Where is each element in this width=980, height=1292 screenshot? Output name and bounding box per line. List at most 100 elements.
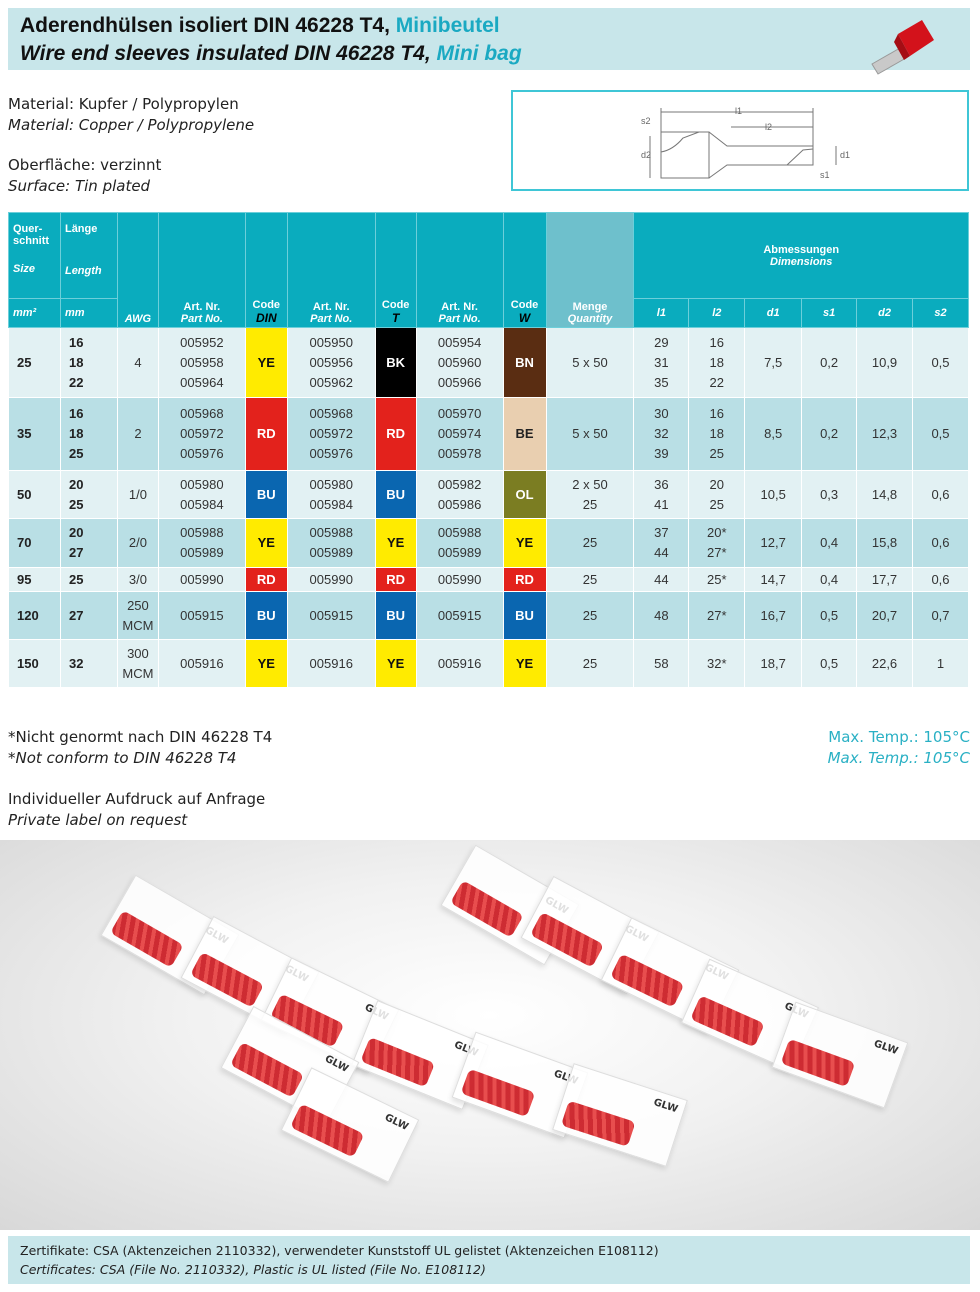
awg-cell: 1/0 bbox=[116, 470, 159, 519]
label-l2: l2 bbox=[765, 122, 772, 132]
ferrules bbox=[560, 1100, 636, 1147]
l1-cell: 48 bbox=[633, 591, 690, 640]
s2-cell: 0,5 bbox=[911, 327, 970, 398]
size-cell: 95 bbox=[8, 567, 61, 592]
header-art-w: Art. Nr. Part No. bbox=[415, 212, 504, 328]
l1-cell: 58 bbox=[633, 639, 690, 688]
s2-cell: 0,6 bbox=[911, 470, 970, 519]
length-cell: 20 27 bbox=[59, 518, 118, 568]
certificates-footer: Zertifikate: CSA (Aktenzeichen 2110332),… bbox=[8, 1236, 970, 1284]
d2-cell: 14,8 bbox=[856, 470, 913, 519]
size-cell: 50 bbox=[8, 470, 61, 519]
s1-cell: 0,4 bbox=[801, 567, 858, 592]
header-size: Quer-schnitt Size bbox=[8, 212, 61, 299]
color-code-din: BU bbox=[244, 591, 288, 640]
title-german: Aderendhülsen isoliert DIN 46228 T4, Min… bbox=[20, 14, 500, 37]
label-s1: s1 bbox=[820, 170, 830, 180]
ferrule-icon bbox=[871, 20, 934, 75]
d2-cell: 15,8 bbox=[856, 518, 913, 568]
s2-cell: 0,6 bbox=[911, 518, 970, 568]
part-number-din: 005990 bbox=[157, 567, 246, 592]
quantity-cell: 5 x 50 bbox=[545, 397, 635, 471]
quantity-cell: 25 bbox=[545, 518, 635, 568]
header-length-unit: mm bbox=[59, 298, 118, 328]
product-table: Quer-schnitt Size Länge Length AWG Art. Nr… bbox=[8, 212, 970, 688]
s2-cell: 0,7 bbox=[911, 591, 970, 640]
header-quantity: Menge Quantity bbox=[545, 212, 635, 328]
d1-cell: 18,7 bbox=[744, 639, 803, 688]
color-code-w: BE bbox=[502, 397, 547, 471]
part-number-t: 005915 bbox=[286, 591, 376, 640]
color-code-t: RD bbox=[374, 397, 417, 471]
brand-logo: GLW bbox=[872, 1038, 900, 1058]
size-cell: 150 bbox=[8, 639, 61, 688]
length-cell: 27 bbox=[59, 591, 118, 640]
part-number-t: 005950 005956 005962 bbox=[286, 327, 376, 398]
label-d2: d2 bbox=[641, 150, 651, 160]
ferrules bbox=[110, 910, 184, 968]
color-code-din: YE bbox=[244, 639, 288, 688]
part-number-w: 005988 005989 bbox=[415, 518, 504, 568]
color-code-din: RD bbox=[244, 397, 288, 471]
product-photo: GLWGLWGLWGLWGLWGLWGLWGLWGLWGLWGLWGLWGLW bbox=[0, 840, 980, 1230]
awg-cell: 4 bbox=[116, 327, 159, 398]
header-art-t: Art. Nr. Part No. bbox=[286, 212, 376, 328]
length-cell: 32 bbox=[59, 639, 118, 688]
s1-cell: 0,4 bbox=[801, 518, 858, 568]
d2-cell: 12,3 bbox=[856, 397, 913, 471]
ferrules bbox=[460, 1068, 536, 1118]
l2-cell: 27* bbox=[688, 591, 746, 640]
l2-cell: 16 18 25 bbox=[688, 397, 746, 471]
s1-cell: 0,5 bbox=[801, 639, 858, 688]
header-dimensions: Abmessungen Dimensions bbox=[633, 212, 969, 299]
ferrules bbox=[690, 995, 765, 1048]
table-row: 95 25 3/0 005990 RD 005990 RD 005990 RD 25 44 25* 14… bbox=[8, 567, 970, 592]
table-row: 120 27 250 MCM 005915 BU 005915 BU 005915 BU 25 48… bbox=[8, 591, 970, 640]
length-cell: 25 bbox=[59, 567, 118, 592]
header-length: Länge Length bbox=[59, 212, 118, 299]
color-code-w: OL bbox=[502, 470, 547, 519]
awg-cell: 250 MCM bbox=[116, 591, 159, 640]
size-cell: 70 bbox=[8, 518, 61, 568]
color-code-t: BU bbox=[374, 470, 417, 519]
ferrules bbox=[360, 1037, 436, 1088]
color-code-w: RD bbox=[502, 567, 547, 592]
label-s2: s2 bbox=[641, 116, 651, 126]
d1-cell: 8,5 bbox=[744, 397, 803, 471]
ferrules bbox=[290, 1103, 365, 1158]
awg-cell: 2/0 bbox=[116, 518, 159, 568]
title-banner: Aderendhülsen isoliert DIN 46228 T4, Min… bbox=[8, 8, 970, 75]
s1-cell: 0,3 bbox=[801, 470, 858, 519]
header-s1: s1 bbox=[801, 298, 858, 328]
mini-bag: GLW bbox=[280, 1067, 420, 1183]
table-row: 50 20 25 1/0 005980 005984 BU 005980 005984 BU 005… bbox=[8, 470, 970, 519]
d1-cell: 14,7 bbox=[744, 567, 803, 592]
mini-bag: GLW bbox=[552, 1063, 688, 1167]
l1-cell: 29 31 35 bbox=[633, 327, 690, 398]
l2-cell: 25* bbox=[688, 567, 746, 592]
l1-cell: 37 44 bbox=[633, 518, 690, 568]
color-code-din: RD bbox=[244, 567, 288, 592]
s2-cell: 1 bbox=[911, 639, 970, 688]
brand-logo: GLW bbox=[382, 1112, 410, 1133]
table-body: 25 16 18 22 4 005952 005958 005964 YE 005950 00595… bbox=[8, 327, 970, 688]
mini-bag: GLW bbox=[771, 1001, 909, 1109]
s1-cell: 0,2 bbox=[801, 327, 858, 398]
d2-cell: 22,6 bbox=[856, 639, 913, 688]
awg-cell: 2 bbox=[116, 397, 159, 471]
length-cell: 16 18 25 bbox=[59, 397, 118, 471]
part-number-t: 005968 005972 005976 bbox=[286, 397, 376, 471]
d1-cell: 7,5 bbox=[744, 327, 803, 398]
quantity-cell: 2 x 50 25 bbox=[545, 470, 635, 519]
l1-cell: 30 32 39 bbox=[633, 397, 690, 471]
part-number-din: 005988 005989 bbox=[157, 518, 246, 568]
table-row: 25 16 18 22 4 005952 005958 005964 YE 005950 00595… bbox=[8, 327, 970, 398]
brand-logo: GLW bbox=[322, 1053, 350, 1075]
l2-cell: 32* bbox=[688, 639, 746, 688]
size-cell: 25 bbox=[8, 327, 61, 398]
l2-cell: 16 18 22 bbox=[688, 327, 746, 398]
part-number-t: 005988 005989 bbox=[286, 518, 376, 568]
header-s2: s2 bbox=[911, 298, 970, 328]
part-number-w: 005954 005960 005966 bbox=[415, 327, 504, 398]
quantity-cell: 5 x 50 bbox=[545, 327, 635, 398]
